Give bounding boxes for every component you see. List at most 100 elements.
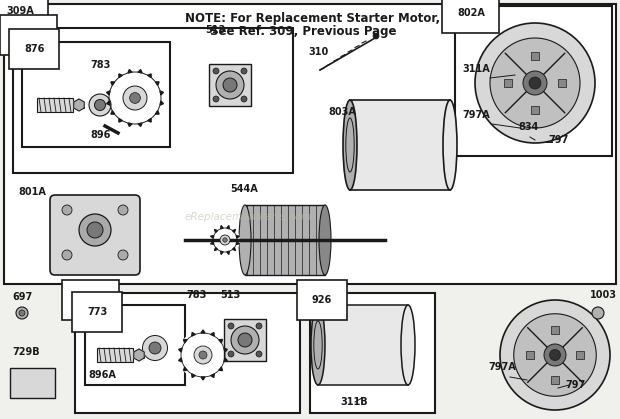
Circle shape xyxy=(199,351,207,359)
Circle shape xyxy=(210,225,240,255)
Polygon shape xyxy=(215,229,218,233)
Polygon shape xyxy=(224,348,228,352)
Bar xyxy=(504,79,512,87)
Circle shape xyxy=(529,77,541,89)
Text: 513: 513 xyxy=(220,290,241,300)
Circle shape xyxy=(592,307,604,319)
Polygon shape xyxy=(211,332,215,336)
Bar xyxy=(576,351,584,359)
Circle shape xyxy=(213,96,219,102)
Polygon shape xyxy=(111,82,115,85)
Circle shape xyxy=(241,68,247,74)
Text: See Ref. 309, Previous Page: See Ref. 309, Previous Page xyxy=(210,25,397,38)
Bar xyxy=(224,319,266,361)
Circle shape xyxy=(19,310,25,316)
Circle shape xyxy=(194,346,212,364)
Polygon shape xyxy=(227,225,229,229)
Text: 783: 783 xyxy=(186,290,206,300)
Polygon shape xyxy=(215,248,218,251)
Text: 773: 773 xyxy=(87,307,107,317)
Polygon shape xyxy=(236,242,239,244)
Bar xyxy=(551,326,559,334)
Bar xyxy=(37,98,73,112)
Polygon shape xyxy=(221,251,223,254)
Polygon shape xyxy=(224,358,228,362)
Ellipse shape xyxy=(311,305,325,385)
Polygon shape xyxy=(184,339,187,343)
Ellipse shape xyxy=(94,99,105,111)
Text: 797: 797 xyxy=(565,380,585,390)
Text: 697: 697 xyxy=(12,292,32,302)
Polygon shape xyxy=(156,111,159,114)
Text: 311A: 311A xyxy=(462,64,490,74)
Circle shape xyxy=(62,205,72,215)
Ellipse shape xyxy=(401,305,415,385)
Circle shape xyxy=(106,69,164,127)
Text: 803A: 803A xyxy=(328,107,356,117)
Text: 876: 876 xyxy=(24,44,45,54)
Bar xyxy=(531,52,539,60)
Bar xyxy=(455,6,612,156)
Polygon shape xyxy=(211,236,214,238)
Circle shape xyxy=(216,71,244,99)
Text: 896A: 896A xyxy=(88,370,116,380)
Polygon shape xyxy=(179,358,182,362)
Text: 729B: 729B xyxy=(12,347,40,357)
Circle shape xyxy=(178,330,228,380)
FancyBboxPatch shape xyxy=(50,195,140,275)
Bar xyxy=(350,100,450,190)
Circle shape xyxy=(238,333,252,347)
Text: 513: 513 xyxy=(205,25,225,35)
Text: 834: 834 xyxy=(518,122,538,132)
Polygon shape xyxy=(232,248,236,251)
Polygon shape xyxy=(119,74,122,78)
Bar xyxy=(531,106,539,114)
Circle shape xyxy=(16,307,28,319)
Circle shape xyxy=(118,250,128,260)
Polygon shape xyxy=(211,242,214,244)
Circle shape xyxy=(231,326,259,354)
Text: 797A: 797A xyxy=(488,362,516,372)
Bar xyxy=(318,305,408,385)
Circle shape xyxy=(500,300,610,410)
Bar xyxy=(4,4,616,284)
Text: 1003: 1003 xyxy=(590,290,617,300)
Text: 797A: 797A xyxy=(462,110,490,120)
Polygon shape xyxy=(119,119,122,122)
Polygon shape xyxy=(107,101,110,105)
Circle shape xyxy=(123,86,147,110)
Text: 544A: 544A xyxy=(230,184,258,194)
Polygon shape xyxy=(219,367,223,370)
Text: 797: 797 xyxy=(548,135,569,145)
Circle shape xyxy=(228,323,234,329)
Ellipse shape xyxy=(239,205,251,275)
Polygon shape xyxy=(107,91,110,95)
Circle shape xyxy=(62,250,72,260)
Bar xyxy=(13,28,293,173)
Bar xyxy=(245,205,325,275)
Circle shape xyxy=(228,351,234,357)
Circle shape xyxy=(79,214,111,246)
Ellipse shape xyxy=(149,342,161,354)
Text: 311B: 311B xyxy=(340,397,368,407)
Circle shape xyxy=(256,323,262,329)
Text: NOTE: For Replacement Starter Motor,: NOTE: For Replacement Starter Motor, xyxy=(185,12,440,25)
Circle shape xyxy=(223,238,228,242)
Circle shape xyxy=(523,71,547,95)
Polygon shape xyxy=(134,349,144,361)
Text: 926: 926 xyxy=(312,295,332,305)
Circle shape xyxy=(223,78,237,92)
Circle shape xyxy=(549,349,560,360)
Circle shape xyxy=(475,23,595,143)
Text: 802A: 802A xyxy=(457,8,485,18)
Polygon shape xyxy=(138,70,142,73)
Polygon shape xyxy=(201,377,205,380)
Text: 510A: 510A xyxy=(15,30,43,40)
Ellipse shape xyxy=(143,336,167,360)
Polygon shape xyxy=(232,229,236,233)
Circle shape xyxy=(213,68,219,74)
Ellipse shape xyxy=(443,100,457,190)
Bar xyxy=(310,293,435,413)
Text: 783: 783 xyxy=(90,60,110,70)
Polygon shape xyxy=(219,339,223,343)
